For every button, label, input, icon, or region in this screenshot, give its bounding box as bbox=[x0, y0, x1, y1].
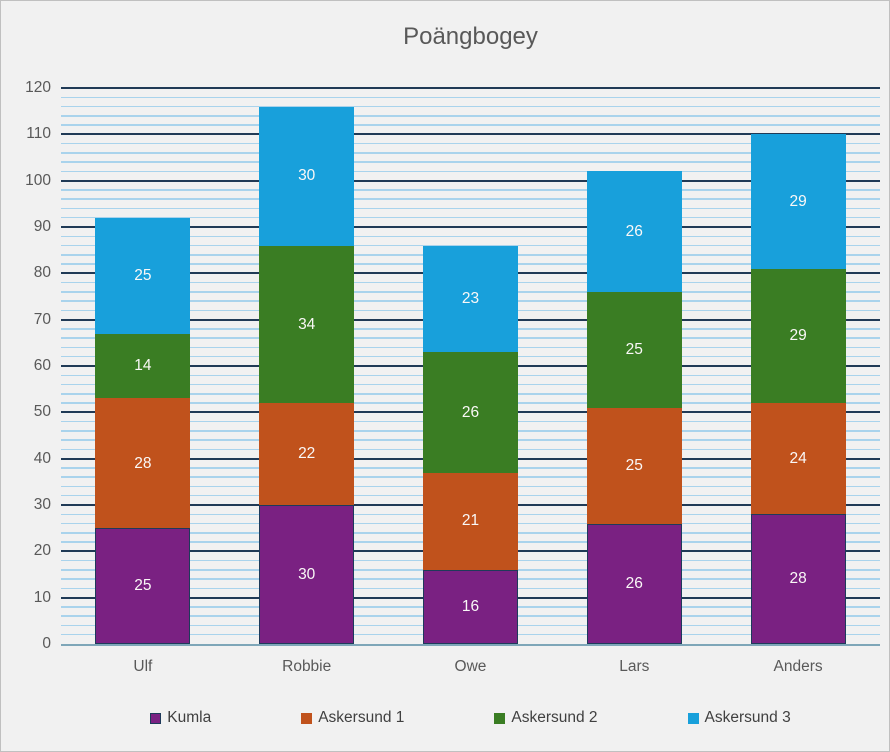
bar-segment-askersund-2-ulf[interactable]: 14 bbox=[95, 333, 191, 399]
y-axis-tick-label: 80 bbox=[33, 264, 51, 282]
y-axis-tick-label: 100 bbox=[25, 171, 51, 189]
data-label: 25 bbox=[134, 577, 152, 595]
data-label: 29 bbox=[789, 327, 807, 345]
y-axis-tick-label: 20 bbox=[33, 542, 51, 560]
data-label: 26 bbox=[461, 403, 480, 421]
data-label: 24 bbox=[789, 449, 807, 467]
major-gridline bbox=[61, 133, 880, 136]
bar-segment-askersund-1-ulf[interactable]: 28 bbox=[95, 398, 191, 529]
legend-item-askersund-2[interactable]: Askersund 2 bbox=[494, 709, 598, 727]
bar-segment-askersund-2-anders[interactable]: 29 bbox=[750, 268, 846, 404]
bar-segment-kumla-lars[interactable]: 26 bbox=[586, 523, 682, 644]
minor-gridline bbox=[61, 124, 880, 126]
bar-segment-kumla-robbie[interactable]: 30 bbox=[259, 505, 355, 644]
data-label: 28 bbox=[789, 570, 807, 588]
major-gridline bbox=[61, 179, 880, 182]
bar-segment-askersund-1-lars[interactable]: 25 bbox=[586, 407, 682, 524]
data-label: 14 bbox=[134, 357, 152, 375]
minor-gridline bbox=[61, 161, 880, 163]
bar-segment-kumla-ulf[interactable]: 25 bbox=[95, 528, 191, 644]
bar-segment-askersund-2-robbie[interactable]: 34 bbox=[259, 245, 355, 404]
y-axis-tick-label: 90 bbox=[33, 218, 51, 235]
minor-gridline bbox=[61, 105, 880, 108]
legend-swatch-icon bbox=[687, 712, 699, 724]
legend[interactable]: Kumla Askersund 1 Askersund 2 Askersund 3 bbox=[61, 707, 880, 729]
minor-gridline bbox=[61, 189, 880, 191]
legend-label: Askersund 2 bbox=[511, 709, 598, 727]
minor-gridline bbox=[61, 198, 880, 200]
y-axis-tick-label: 30 bbox=[33, 496, 51, 513]
data-label: 30 bbox=[298, 167, 316, 185]
data-label: 21 bbox=[461, 512, 480, 530]
legend-label: Kumla bbox=[167, 709, 212, 727]
major-gridline bbox=[61, 226, 880, 228]
x-axis-category-label: Robbie bbox=[282, 658, 332, 675]
legend-item-askersund-3[interactable]: Askersund 3 bbox=[687, 709, 791, 727]
legend-label: Askersund 1 bbox=[318, 709, 405, 727]
x-axis-category-label: Anders bbox=[773, 658, 823, 675]
y-axis-tick-label: 50 bbox=[33, 403, 51, 421]
legend-item-kumla[interactable]: Kumla bbox=[150, 710, 211, 726]
y-axis-tick-label: 0 bbox=[42, 635, 51, 652]
minor-gridline bbox=[61, 152, 880, 154]
minor-gridline bbox=[61, 216, 880, 219]
data-label: 26 bbox=[625, 222, 643, 240]
bar-segment-askersund-1-owe[interactable]: 21 bbox=[423, 472, 518, 570]
bar-segment-askersund-2-lars[interactable]: 25 bbox=[586, 291, 682, 408]
minor-gridline bbox=[61, 235, 880, 238]
bar-segment-kumla-anders[interactable]: 28 bbox=[750, 514, 846, 644]
data-label: 23 bbox=[461, 290, 480, 308]
data-label: 25 bbox=[134, 266, 152, 284]
legend-item-askersund-1[interactable]: Askersund 1 bbox=[301, 710, 404, 726]
bar-segment-askersund-1-anders[interactable]: 24 bbox=[750, 403, 846, 515]
data-label: 22 bbox=[298, 445, 316, 463]
major-gridline bbox=[61, 87, 880, 89]
data-label: 34 bbox=[298, 315, 316, 333]
minor-gridline bbox=[61, 170, 880, 173]
minor-gridline bbox=[61, 115, 880, 117]
x-axis-category-label: Ulf bbox=[133, 658, 153, 675]
y-axis-tick-label: 60 bbox=[33, 357, 51, 374]
bar-segment-askersund-1-robbie[interactable]: 22 bbox=[259, 403, 355, 505]
legend-swatch-icon bbox=[301, 712, 313, 724]
y-axis-tick-label: 110 bbox=[26, 125, 51, 143]
x-axis-category-label: Lars bbox=[619, 658, 650, 675]
data-label: 28 bbox=[134, 454, 152, 472]
plot-area[interactable]: 25 28 14 25 30 22 34 30 16 21 26 23 26 25 25 26 28 24 29 29 bbox=[61, 87, 880, 646]
data-label: 26 bbox=[625, 575, 643, 593]
minor-gridline bbox=[61, 96, 880, 99]
y-axis-tick-label: 70 bbox=[33, 310, 51, 328]
legend-swatch-icon bbox=[494, 712, 506, 724]
minor-gridline bbox=[61, 142, 880, 145]
y-axis-tick-label: 40 bbox=[33, 449, 51, 467]
bar-segment-kumla-owe[interactable]: 16 bbox=[423, 569, 518, 644]
data-label: 25 bbox=[625, 456, 643, 474]
minor-gridline bbox=[61, 207, 880, 210]
legend-label: Askersund 3 bbox=[704, 709, 791, 727]
bar-segment-askersund-3-owe[interactable]: 23 bbox=[423, 245, 518, 353]
chart-title[interactable]: Poängbogey bbox=[403, 23, 538, 50]
y-axis-tick-label: 10 bbox=[33, 588, 51, 606]
bar-segment-askersund-3-robbie[interactable]: 30 bbox=[259, 106, 355, 246]
bar-segment-askersund-2-owe[interactable]: 26 bbox=[423, 352, 518, 473]
y-axis-tick-label: 120 bbox=[25, 79, 51, 96]
legend-swatch-icon bbox=[150, 712, 162, 724]
data-label: 30 bbox=[298, 565, 316, 583]
data-label: 25 bbox=[625, 341, 643, 359]
x-axis-category-label: Owe bbox=[454, 658, 487, 675]
bar-segment-askersund-3-ulf[interactable]: 25 bbox=[95, 217, 191, 334]
data-label: 16 bbox=[461, 598, 480, 616]
bar-segment-askersund-3-anders[interactable]: 29 bbox=[750, 134, 846, 269]
bar-segment-askersund-3-lars[interactable]: 26 bbox=[586, 171, 682, 292]
data-label: 29 bbox=[789, 192, 807, 210]
